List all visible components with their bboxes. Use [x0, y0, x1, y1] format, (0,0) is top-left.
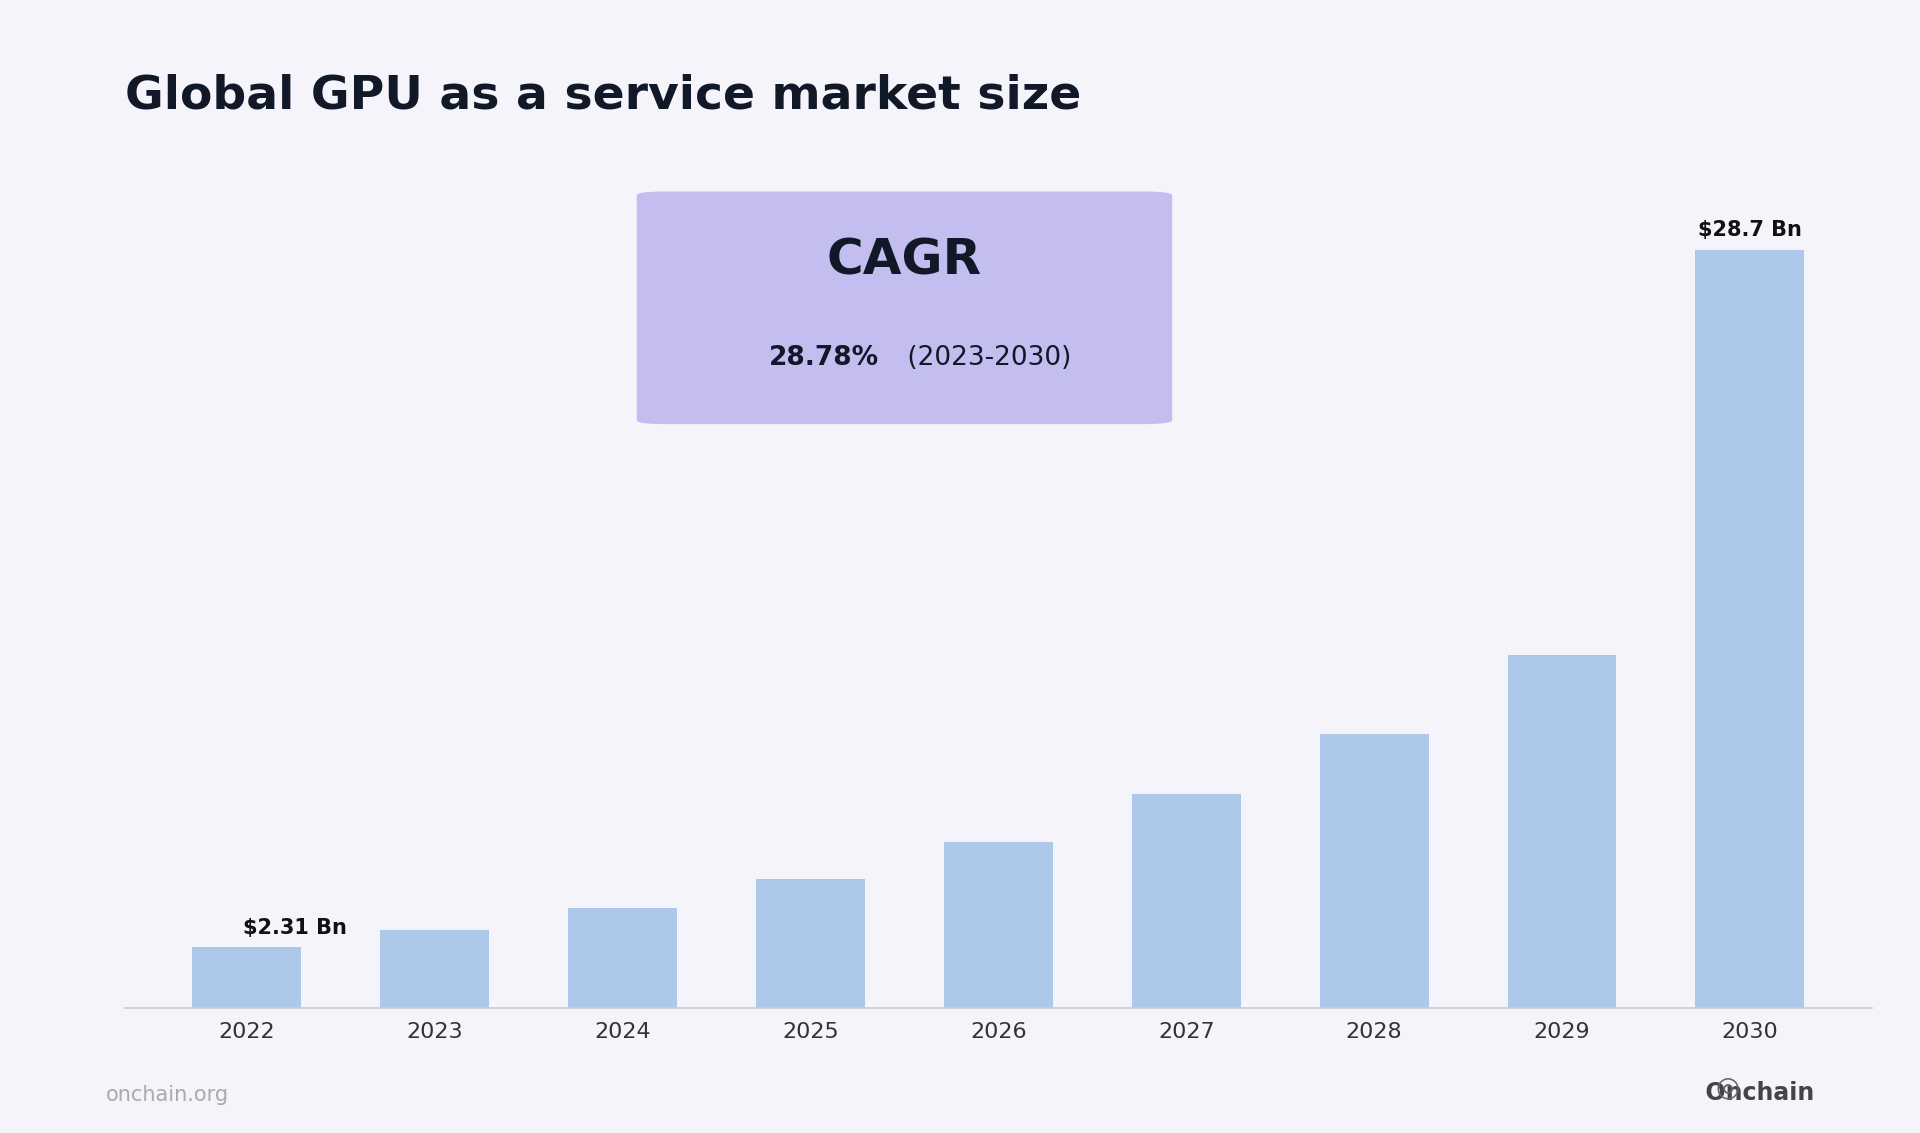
Bar — [945, 842, 1052, 1008]
Bar — [1507, 655, 1617, 1008]
Text: $2.31 Bn: $2.31 Bn — [244, 918, 348, 938]
Text: Onchain: Onchain — [1690, 1081, 1814, 1105]
Bar — [1319, 734, 1428, 1008]
Bar — [568, 908, 678, 1008]
Bar — [192, 947, 301, 1008]
Text: (2023-2030): (2023-2030) — [899, 346, 1071, 370]
Text: CAGR: CAGR — [828, 236, 981, 284]
Bar — [756, 879, 866, 1008]
Text: onchain.org: onchain.org — [106, 1084, 228, 1105]
Text: ◎: ◎ — [1715, 1073, 1740, 1101]
Text: Global GPU as a service market size: Global GPU as a service market size — [125, 74, 1081, 118]
Text: $28.7 Bn: $28.7 Bn — [1697, 221, 1801, 240]
Bar — [1131, 794, 1240, 1008]
Bar — [1695, 249, 1805, 1008]
FancyBboxPatch shape — [637, 191, 1173, 424]
Bar — [380, 930, 490, 1008]
Text: 28.78%: 28.78% — [770, 346, 879, 370]
